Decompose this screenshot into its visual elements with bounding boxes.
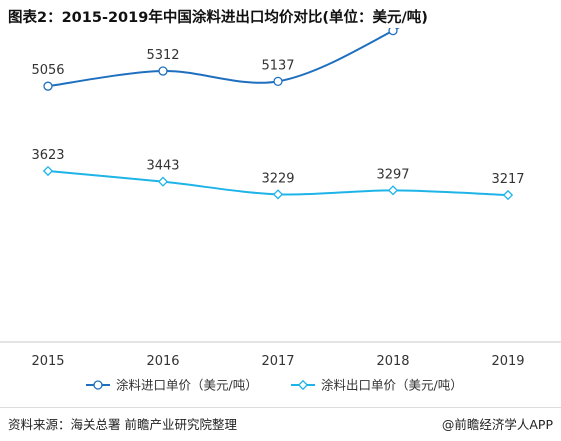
series-2-point [157,176,169,187]
data-label: 3443 [146,159,179,174]
data-label: 3623 [31,148,64,163]
legend-marker [93,380,103,390]
data-label: 5056 [31,63,64,78]
chart-title: 图表2：2015-2019年中国涂料进出口均价对比(单位：美元/吨) [8,10,428,26]
series-1-point [388,28,398,36]
footer-divider [0,407,561,408]
series-1-point [273,76,283,87]
data-label: 3217 [491,172,524,187]
series-2-point [387,185,399,196]
source-note: 资料来源：海关总署 前瞻产业研究院整理 [8,417,237,432]
x-tick-label: 2018 [376,354,409,369]
x-tick-labels: 2015 2016 2017 2018 2019 [31,354,524,369]
x-tick-label: 2015 [31,354,64,369]
x-tick-label: 2019 [491,354,524,369]
series-1-point [158,66,168,76]
legend-item-1: 涂料进口单价（美元/吨） [86,378,258,393]
legend-label: 涂料出口单价（美元/吨） [321,378,463,393]
legend-label: 涂料进口单价（美元/吨） [116,378,258,393]
legend: 涂料进口单价（美元/吨） 涂料出口单价（美元/吨） [86,378,463,393]
brand-label: @前瞻经济学人APP [441,417,553,432]
series-layer: 5056531251375995722936233443322932973217 [31,28,525,201]
line-chart: 5056531251375995722936233443322932973217… [0,28,561,393]
data-label: 5312 [146,48,179,63]
data-label: 3229 [261,171,294,186]
data-label: 3297 [376,167,409,182]
series-2: 3623 3443 3229 3297 3217 [31,148,525,201]
data-label: 5137 [261,58,294,73]
series-1-point [43,81,53,91]
series-2-point [42,165,54,177]
x-tick-label: 2017 [261,354,294,369]
series-2-point [272,189,284,200]
legend-marker [297,379,309,391]
legend-item-2: 涂料出口单价（美元/吨） [291,378,463,393]
series-1: 50565312513759957229 [31,28,400,91]
x-tick-label: 2016 [146,354,179,369]
series-2-point [502,189,514,201]
